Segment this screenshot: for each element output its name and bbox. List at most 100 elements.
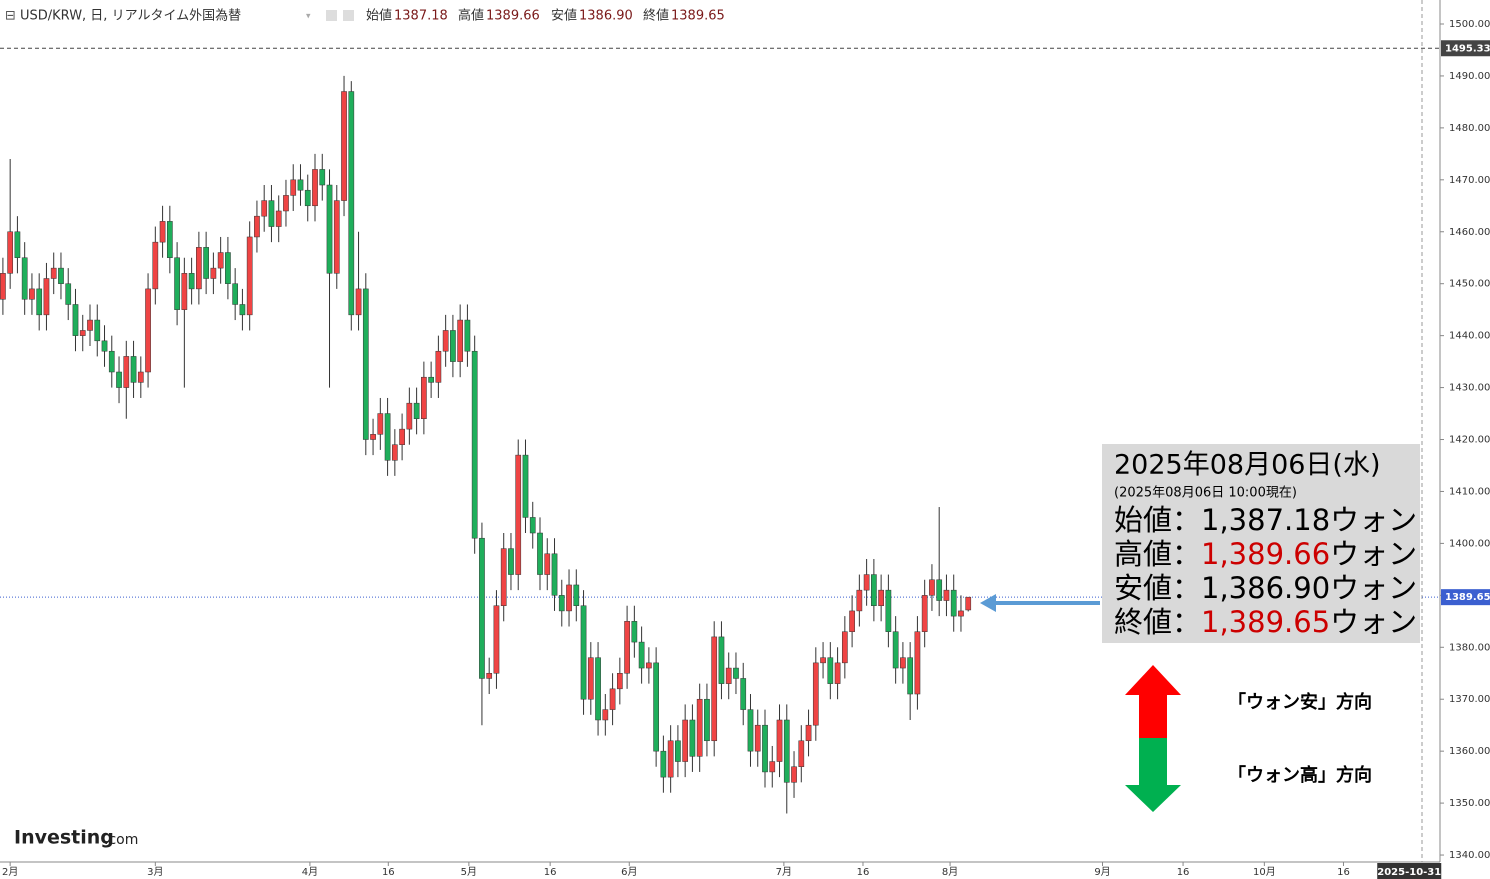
ohlc-value: 1386.90 — [579, 9, 633, 24]
collapse-icon[interactable]: ⊟ — [5, 9, 16, 24]
candle-body — [210, 267, 217, 279]
candle-body — [834, 662, 841, 684]
candle-body — [137, 371, 144, 383]
ohlc-label: 終値 — [643, 8, 669, 24]
y-tick-label: 1480.00 — [1449, 123, 1490, 134]
y-tick-label: 1380.00 — [1449, 642, 1490, 653]
candle-body — [573, 584, 580, 606]
x-tick-label: 16 — [1177, 867, 1190, 878]
candle-body — [0, 273, 6, 300]
candle-body — [943, 589, 950, 601]
candle-body — [43, 278, 50, 316]
candle-body — [812, 662, 819, 726]
info-label: 終値： — [1114, 605, 1201, 639]
candles — [0, 75, 972, 814]
candle-body — [900, 657, 906, 669]
candle-body — [602, 709, 609, 721]
price-label-box — [1441, 589, 1490, 606]
candle-body — [145, 288, 151, 373]
candle-body — [624, 621, 630, 674]
candle-body — [326, 184, 333, 274]
candle-body — [312, 169, 318, 207]
x-tick-label: 2月 — [2, 866, 18, 878]
close-icon[interactable] — [343, 10, 354, 21]
candle-body — [522, 454, 529, 518]
candle-body — [275, 210, 282, 227]
info-row: 終値：1,389.65ウォン — [1114, 605, 1417, 639]
candle-body — [65, 283, 72, 305]
x-end-label: 2025-10-31 — [1377, 867, 1441, 878]
candle-body — [747, 709, 754, 752]
candle-body — [384, 413, 391, 461]
x-tick-label: 3月 — [147, 866, 163, 878]
ohlc-value: 1389.65 — [671, 9, 725, 24]
candle-body — [21, 257, 28, 300]
candle-body — [450, 330, 456, 362]
candle-body — [711, 636, 718, 742]
candle-body — [791, 766, 797, 783]
info-label: 高値： — [1114, 537, 1201, 571]
logo: Investing — [14, 827, 114, 849]
candle-body — [733, 667, 739, 679]
candle-body — [406, 402, 413, 430]
candle-body — [820, 657, 826, 664]
info-value: 1,387.18 — [1201, 503, 1330, 537]
y-tick-label: 1490.00 — [1449, 71, 1490, 82]
x-tick-label: 5月 — [461, 866, 477, 878]
candle-body — [537, 532, 543, 575]
candle-body — [319, 169, 326, 186]
candle-body — [399, 428, 405, 445]
candle-body — [871, 574, 877, 606]
ohlc-label: 高値 — [458, 8, 484, 24]
x-tick-label: 16 — [1337, 867, 1350, 878]
candle-body — [108, 350, 115, 373]
candle-body — [87, 319, 93, 331]
info-row: 安値：1,386.90ウォン — [1114, 571, 1417, 605]
up-arrow — [1125, 665, 1181, 738]
candle-body — [827, 657, 834, 684]
candle-body — [290, 179, 297, 196]
candle-body — [479, 537, 485, 679]
candle-body — [355, 288, 362, 316]
candle-body — [464, 319, 471, 352]
info-unit: ウォン — [1330, 605, 1417, 639]
x-end-box — [1377, 863, 1442, 879]
x-tick-label: 16 — [857, 867, 870, 878]
candle-body — [196, 247, 202, 290]
candle-body — [159, 221, 166, 243]
candle-body — [391, 444, 398, 461]
candle-body — [863, 574, 870, 591]
candle-body — [609, 688, 616, 710]
candle-body — [471, 350, 478, 539]
candle-body — [493, 605, 500, 674]
candle-body — [950, 589, 957, 617]
candle-body — [682, 719, 689, 762]
x-tick-label: 10月 — [1253, 866, 1276, 878]
info-label: 始値： — [1114, 503, 1201, 537]
candle-body — [239, 304, 246, 316]
candle-body — [304, 189, 311, 207]
candle-body — [225, 252, 231, 284]
candle-body — [958, 610, 964, 617]
candle-body — [754, 724, 761, 752]
candle-body — [29, 288, 35, 300]
y-tick-label: 1340.00 — [1449, 850, 1490, 861]
candle-body — [14, 231, 21, 258]
settings-icon[interactable] — [326, 10, 337, 21]
candle-body — [914, 631, 921, 695]
dropdown-icon[interactable]: ▾ — [306, 12, 311, 22]
candle-body — [529, 517, 536, 534]
x-tick-label: 6月 — [621, 866, 637, 878]
info-date: 2025年08月06日(水) — [1114, 450, 1381, 481]
y-tick-label: 1360.00 — [1449, 746, 1490, 757]
price-label-box — [1441, 40, 1490, 57]
candle-body — [805, 724, 812, 742]
info-value: 1,386.90 — [1201, 571, 1330, 605]
candle-body — [595, 657, 601, 721]
x-tick-label: 9月 — [1094, 866, 1110, 878]
candle-body — [254, 215, 260, 238]
info-unit: ウォン — [1330, 537, 1417, 571]
candle-body — [885, 589, 892, 632]
